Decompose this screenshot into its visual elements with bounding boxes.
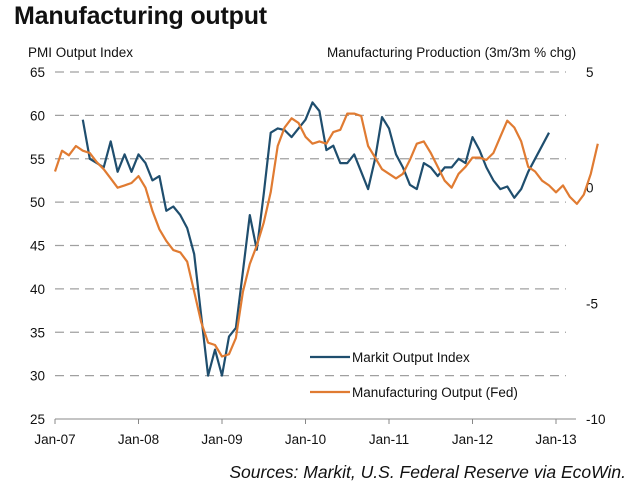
gridlines	[55, 71, 566, 377]
chart-title: Manufacturing output	[14, 2, 267, 30]
y-right-tick-label: -10	[586, 412, 606, 427]
y-left-tick-label: 50	[30, 195, 45, 210]
y-left-tick-label: 55	[30, 152, 45, 167]
y-axis-right-ticks: 5 0 -5 -10	[586, 65, 606, 427]
y-axis-left-ticks: 65 60 55 50 45 40 35 30 25	[30, 65, 45, 427]
y-left-tick-label: 30	[30, 369, 45, 384]
x-tick-label: Jan-07	[34, 432, 75, 447]
y-left-tick-label: 65	[30, 65, 45, 80]
y-right-tick-label: 0	[586, 181, 594, 196]
y-left-tick-label: 45	[30, 239, 45, 254]
y-left-tick-label: 60	[30, 108, 45, 123]
x-tick-label: Jan-11	[369, 432, 409, 447]
y-left-tick-label: 40	[30, 282, 45, 297]
y-left-tick-label: 35	[30, 325, 45, 340]
legend: Markit Output Index Manufacturing Output…	[310, 350, 518, 400]
y-right-tick-label: 5	[586, 65, 594, 80]
series-line-fed	[53, 112, 599, 358]
series-lines	[53, 101, 599, 377]
y-axis-right-label: Manufacturing Production (3m/3m % chg)	[327, 45, 577, 60]
series-line-markit	[81, 101, 550, 377]
x-axis	[54, 418, 576, 424]
x-axis-ticks: Jan-07 Jan-08 Jan-09 Jan-10 Jan-11 Jan-12 Jan-…	[34, 432, 576, 447]
source-note: Sources: Markit, U.S. Federal Reserve vi…	[229, 462, 626, 482]
x-tick-label: Jan-13	[535, 432, 576, 447]
legend-label-fed: Manufacturing Output (Fed)	[352, 385, 518, 400]
x-tick-label: Jan-09	[201, 432, 242, 447]
y-axis-left-label: PMI Output Index	[28, 45, 134, 60]
x-tick-label: Jan-08	[118, 432, 159, 447]
legend-label-markit: Markit Output Index	[352, 350, 470, 365]
y-left-tick-label: 25	[30, 412, 45, 427]
x-tick-label: Jan-12	[452, 432, 493, 447]
y-right-tick-label: -5	[586, 296, 598, 311]
x-tick-label: Jan-10	[285, 432, 326, 447]
